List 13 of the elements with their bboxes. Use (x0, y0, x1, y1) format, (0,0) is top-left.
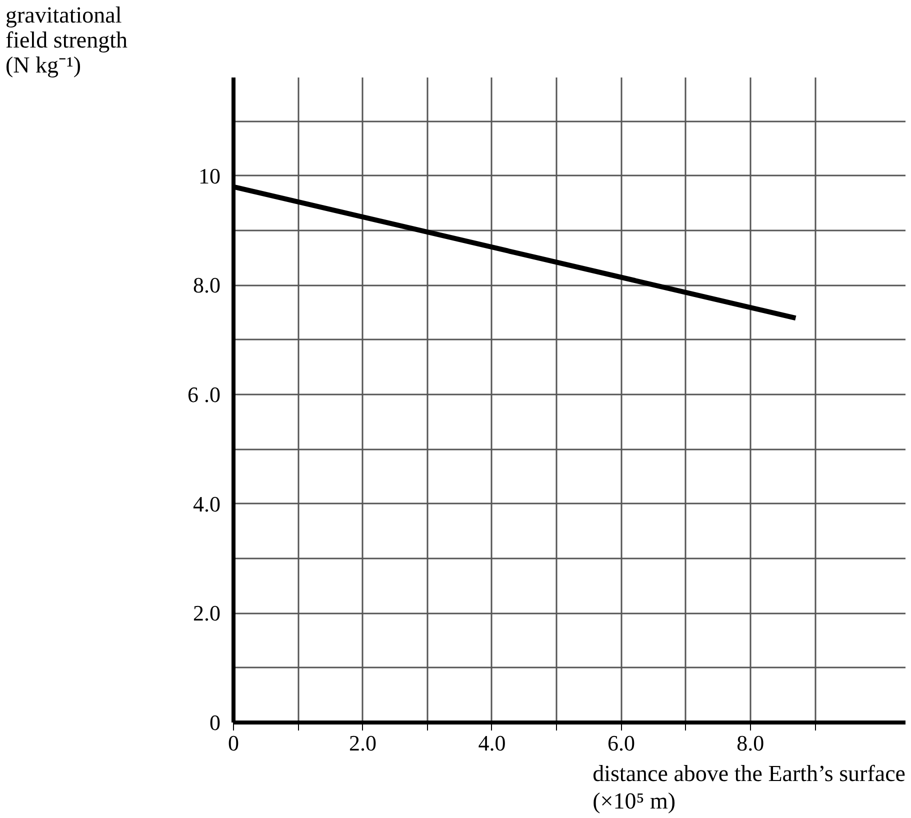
x-tick-label: 8.0 (736, 730, 764, 756)
y-tick-label: 2.0 (193, 600, 220, 626)
x-tick-label: 0 (228, 730, 239, 756)
y-tick-label: 10 (198, 163, 220, 188)
y-tick-label: 4.0 (193, 491, 220, 516)
x-axis-title: distance above the Earth’s surface (×10⁵ m) (592, 761, 906, 814)
y-axis-title: gravitational field strength (N kg⁻¹) (6, 2, 128, 78)
y-tick-label: 8.0 (193, 272, 220, 298)
x-tick-label: 2.0 (348, 730, 376, 756)
y-tick-label: 0 (210, 710, 220, 735)
y-tick-label: 6 .0 (188, 382, 220, 408)
x-tick-label: 6.0 (607, 730, 635, 756)
x-tick-label: 4.0 (478, 730, 506, 756)
